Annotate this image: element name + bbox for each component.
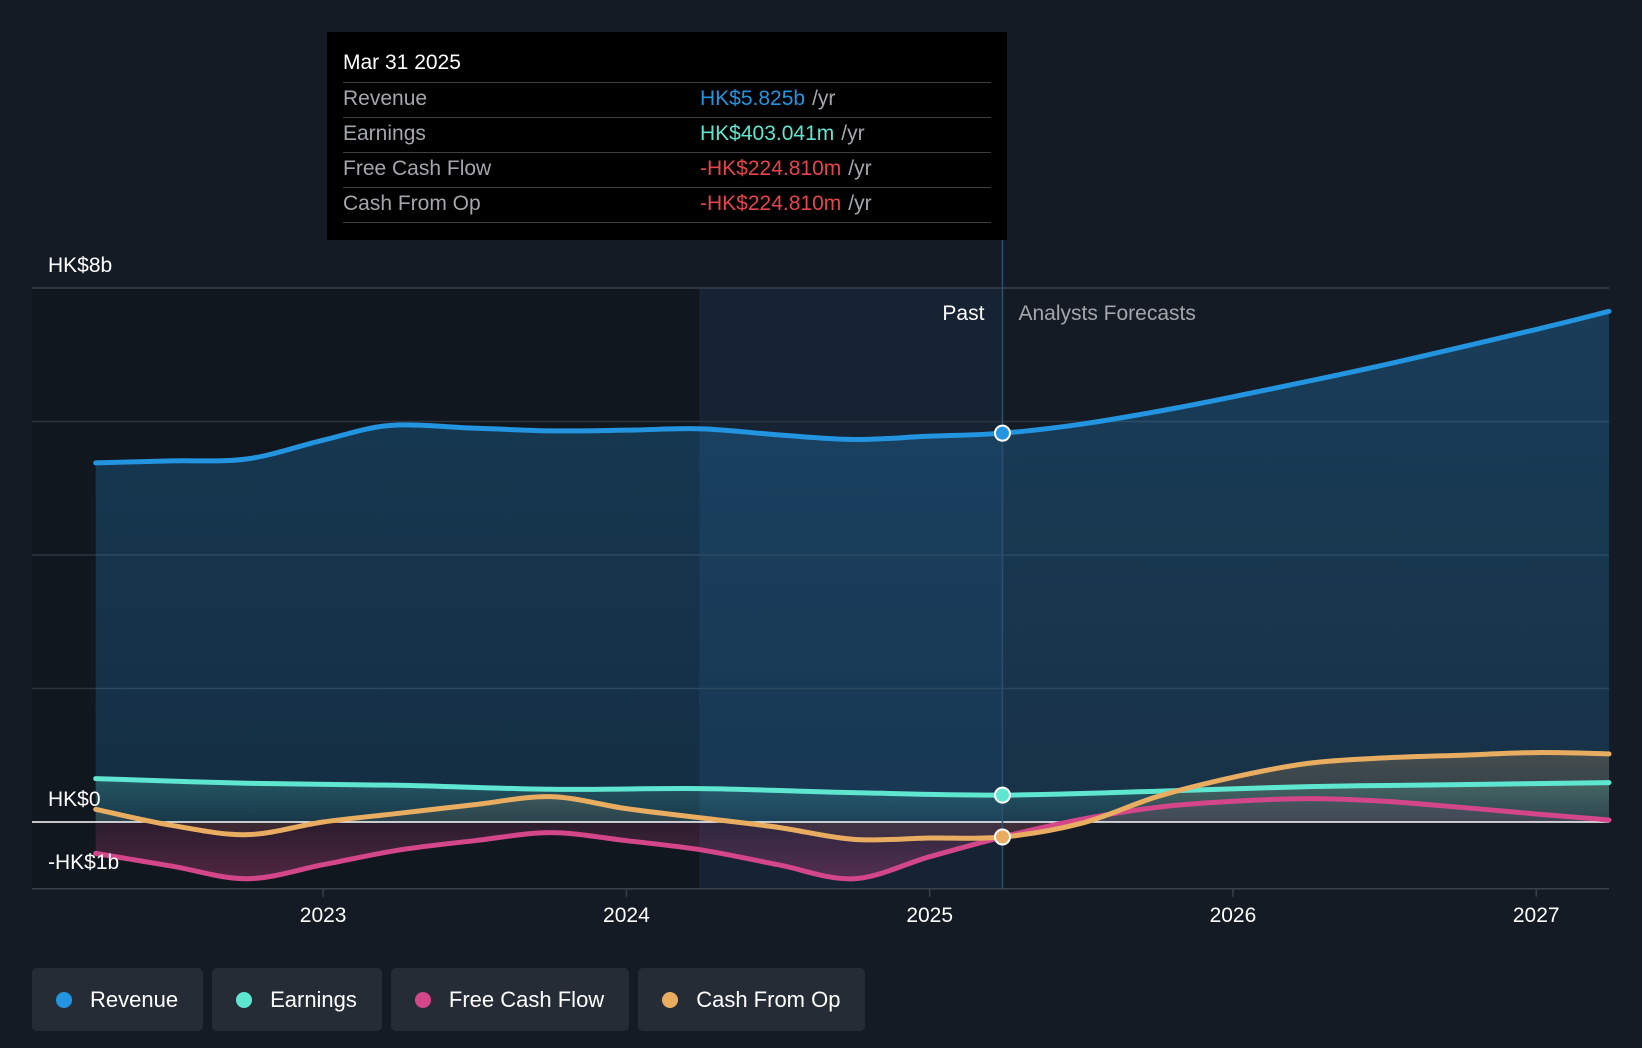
tooltip-label: Cash From Op [343, 192, 481, 215]
tooltip-row-revenue: Revenue HK$5.825b /yr [343, 83, 991, 118]
series-line-free-cash-flow [93, 796, 1612, 882]
x-tick-label: 2024 [603, 904, 650, 927]
highlight-point-earnings [993, 786, 1011, 804]
series-area-cash-from-op [95, 752, 1610, 840]
legend-label: Revenue [90, 986, 179, 1012]
tooltip-label: Revenue [343, 87, 428, 110]
tooltip-value: -HK$224.810m [700, 192, 842, 215]
tooltip-unit: /yr [848, 192, 872, 215]
legend-dot-icon [662, 991, 679, 1008]
legend-label: Earnings [270, 986, 357, 1012]
tooltip-unit: /yr [848, 157, 872, 180]
tooltip-unit: /yr [812, 87, 836, 110]
legend-item-earnings[interactable]: Earnings [212, 968, 382, 1031]
legend-dot-icon [414, 991, 431, 1008]
tooltip-label: Earnings [343, 122, 426, 145]
legend-label: Cash From Op [696, 986, 841, 1012]
tooltip-value: HK$403.041m [700, 122, 835, 145]
legend-item-cash-from-op[interactable]: Cash From Op [638, 968, 866, 1031]
legend-dot-icon [236, 991, 253, 1008]
legend-item-revenue[interactable]: Revenue [32, 968, 204, 1031]
x-tick-label: 2026 [1210, 904, 1257, 927]
tooltip-value: HK$5.825b [700, 87, 806, 110]
tooltip: Mar 31 2025 Revenue HK$5.825b /yr Earnin… [327, 32, 1007, 240]
legend-item-free-cash-flow[interactable]: Free Cash Flow [390, 968, 630, 1031]
tooltip-row-earnings: Earnings HK$403.041m /yr [343, 118, 991, 153]
tooltip-row-free-cash-flow: Free Cash Flow -HK$224.810m /yr [343, 153, 991, 188]
y-tick-label: HK$8b [48, 254, 112, 277]
highlight-point-revenue [993, 424, 1011, 442]
series-line-earnings [93, 776, 1612, 798]
past-label: Past [942, 302, 984, 325]
series-area-revenue [95, 311, 1610, 822]
series-line-revenue [93, 308, 1612, 466]
tooltip-value: -HK$224.810m [700, 157, 842, 180]
legend-dot-icon [56, 991, 72, 1008]
x-tick-label: 2023 [300, 904, 347, 927]
tooltip-date: Mar 31 2025 [343, 46, 991, 83]
x-tick-label: 2025 [906, 904, 953, 927]
legend: Revenue Earnings Free Cash Flow Cash Fro… [32, 968, 866, 1031]
series-line-cash-from-op [93, 750, 1612, 843]
legend-label: Free Cash Flow [448, 986, 605, 1012]
tooltip-unit: /yr [841, 122, 865, 145]
forecast-label: Analysts Forecasts [1018, 302, 1195, 325]
highlight-point-cash-from-op [993, 828, 1011, 846]
x-tick-label: 2027 [1513, 904, 1560, 927]
y-tick-label: -HK$1b [48, 851, 119, 874]
tooltip-row-cash-from-op: Cash From Op -HK$224.810m /yr [343, 188, 991, 223]
y-tick-label: HK$0 [48, 788, 101, 811]
tooltip-label: Free Cash Flow [343, 157, 492, 180]
